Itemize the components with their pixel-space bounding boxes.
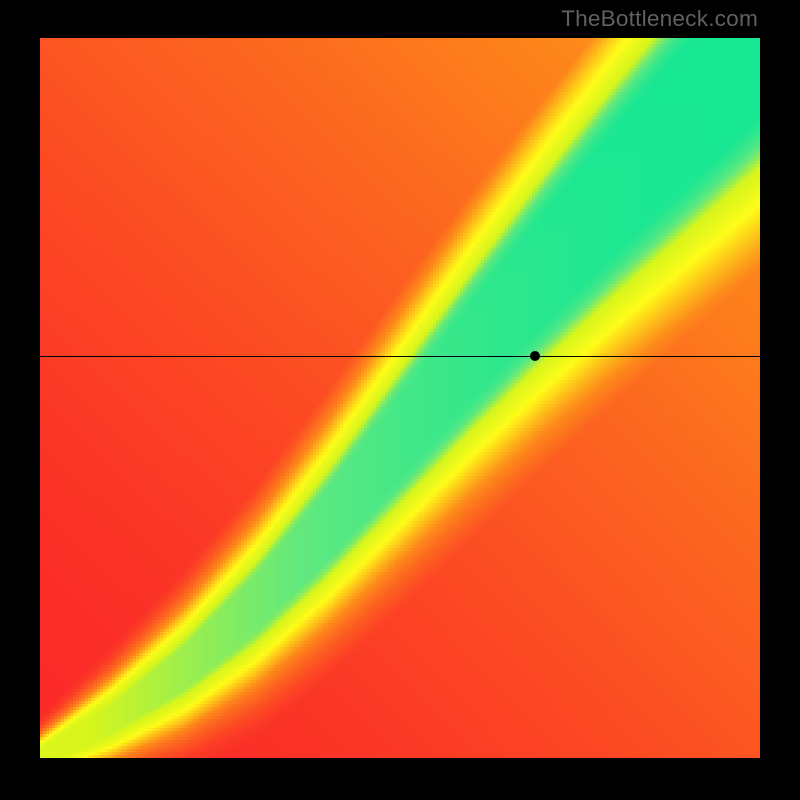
watermark-text: TheBottleneck.com	[561, 6, 758, 32]
outer-frame: TheBottleneck.com	[0, 0, 800, 800]
heatmap-canvas	[40, 38, 760, 758]
crosshair-vertical	[535, 758, 536, 800]
crosshair-marker	[530, 351, 540, 361]
crosshair-horizontal	[40, 356, 760, 357]
plot-area	[40, 38, 760, 758]
